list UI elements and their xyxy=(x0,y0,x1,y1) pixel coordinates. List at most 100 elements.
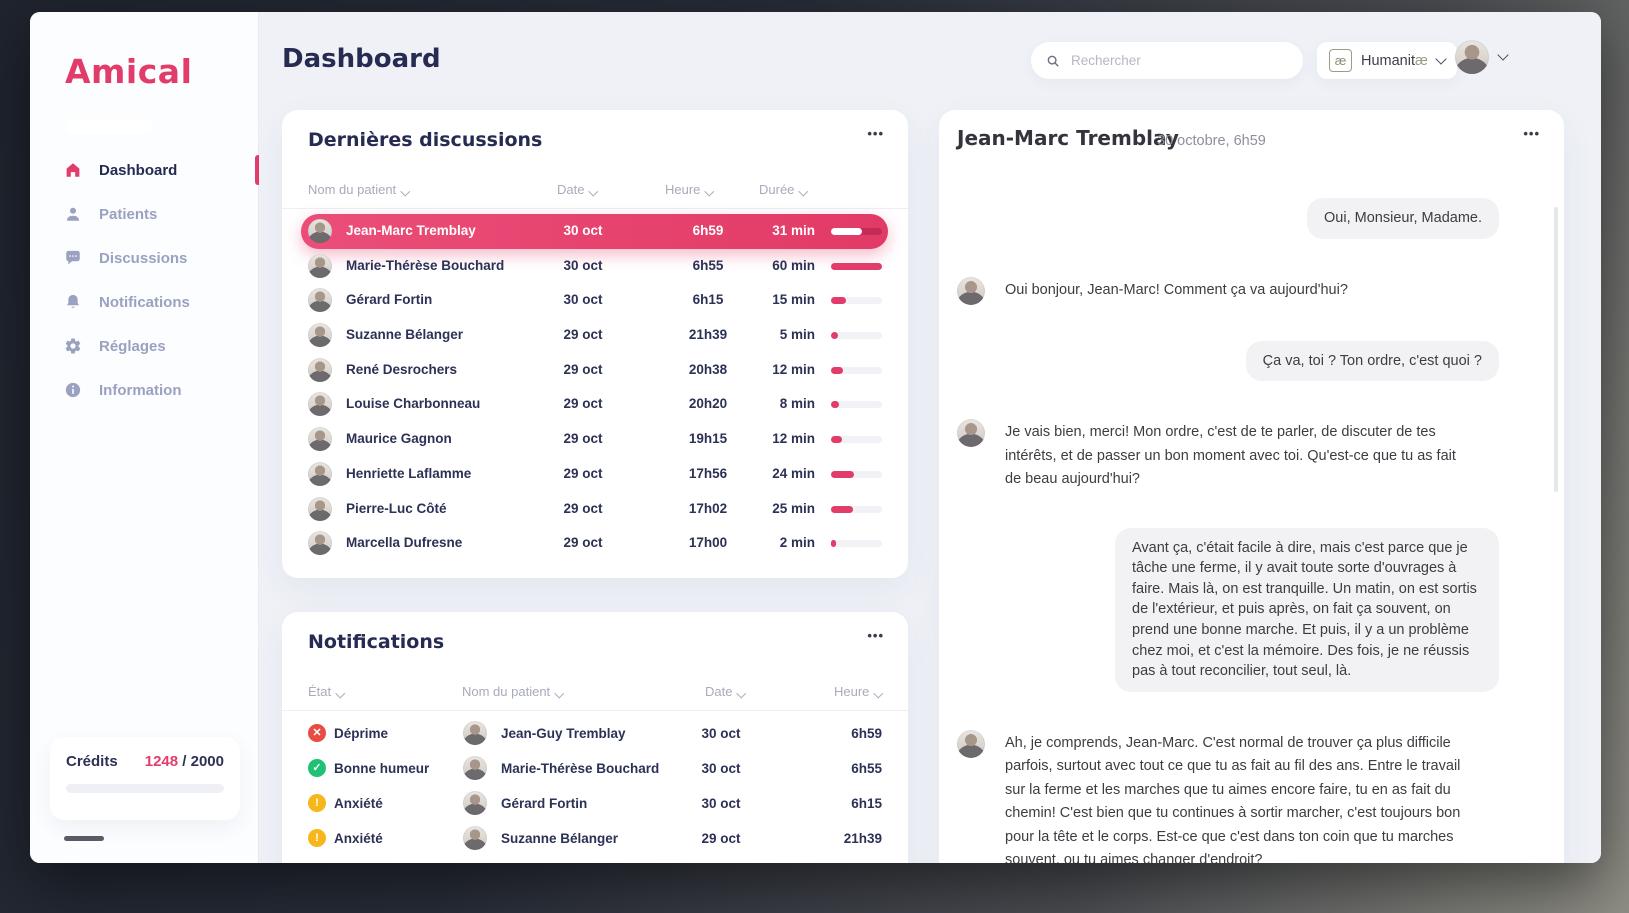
table-row[interactable]: ! Anxiété Suzanne Bélanger 29 oct 21h39 xyxy=(308,821,882,856)
chevron-down-icon xyxy=(400,186,411,196)
status-icon: ✕ xyxy=(308,724,326,742)
active-indicator xyxy=(255,155,259,185)
discussion-heure: 17h00 xyxy=(688,535,728,551)
table-row[interactable]: Henriette Laflamme 29 oct 17h56 24 min xyxy=(301,457,888,492)
clipped-element xyxy=(64,836,104,841)
sort-date[interactable]: Date xyxy=(557,182,599,197)
table-row[interactable]: ✓ Bonne humeur Marie-Thérèse Bouchard 30… xyxy=(308,751,882,786)
table-row[interactable]: Pierre-Luc Côté 29 oct 17h02 25 min xyxy=(301,492,888,527)
table-row[interactable]: Suzanne Bélanger 29 oct 21h39 5 min xyxy=(301,318,888,353)
patient-name: René Desrochers xyxy=(346,361,458,377)
table-row[interactable]: Jean-Marc Tremblay 30 oct 6h59 31 min xyxy=(301,214,888,249)
discussion-duree: 25 min xyxy=(772,500,815,516)
chevron-down-icon xyxy=(554,688,565,698)
table-row[interactable]: René Desrochers 29 oct 20h38 12 min xyxy=(301,353,888,388)
notification-heure: 21h39 xyxy=(843,831,882,846)
home-icon xyxy=(66,163,80,177)
notification-heure: 6h55 xyxy=(851,761,882,776)
notifications-rows: ✕ Déprime Jean-Guy Tremblay 30 oct 6h59 … xyxy=(308,716,882,856)
user-menu[interactable] xyxy=(1455,40,1509,74)
discussion-heure: 20h38 xyxy=(688,361,728,377)
avatar xyxy=(308,253,332,278)
discussion-heure: 21h39 xyxy=(688,327,728,343)
sidebar-item-label: Patients xyxy=(99,205,158,223)
discussions-title: Dernières discussions xyxy=(308,129,543,151)
sort-heure[interactable]: Heure xyxy=(665,182,715,197)
chat-datetime: 30 octobre, 6h59 xyxy=(1157,133,1266,149)
discussion-date: 29 oct xyxy=(563,500,603,516)
chevron-down-icon xyxy=(737,688,747,698)
notification-heure: 6h59 xyxy=(851,726,882,741)
avatar xyxy=(1455,40,1489,74)
notifications-title: Notifications xyxy=(308,631,445,653)
patient-name: Gérard Fortin xyxy=(346,292,433,308)
status-icon: ✓ xyxy=(308,759,326,777)
divider xyxy=(282,710,908,711)
table-row[interactable]: Gérard Fortin 30 oct 6h15 15 min xyxy=(301,283,888,318)
patient-name: Pierre-Luc Côté xyxy=(346,500,447,516)
status-icon: ! xyxy=(308,829,326,847)
sidebar-item-label: Notifications xyxy=(99,293,190,311)
table-row[interactable]: Maurice Gagnon 29 oct 19h15 12 min xyxy=(301,422,888,457)
search-input[interactable] xyxy=(1069,52,1288,69)
duration-bar xyxy=(831,366,882,374)
avatar xyxy=(308,219,332,243)
more-menu-icon[interactable]: ••• xyxy=(867,126,884,141)
sort-nom[interactable]: Nom du patient xyxy=(462,684,565,699)
chat-panel: Jean-Marc Tremblay 30 octobre, 6h59 ••• … xyxy=(939,110,1564,863)
chat-message: Oui, Monsieur, Madame. xyxy=(957,198,1499,239)
message-text: Je vais bien, merci! Mon ordre, c'est de… xyxy=(1005,424,1456,488)
discussion-duree: 8 min xyxy=(779,396,815,412)
more-menu-icon[interactable]: ••• xyxy=(867,628,884,643)
duration-bar-fill xyxy=(831,470,855,478)
sidebar-item[interactable]: Discussions xyxy=(30,236,258,280)
sidebar-item[interactable]: Notifications xyxy=(30,280,258,324)
sidebar-item[interactable]: Dashboard xyxy=(30,148,259,192)
sidebar-item[interactable]: Information xyxy=(30,368,258,412)
language-suffix: æ xyxy=(1415,52,1428,69)
table-row[interactable]: Louise Charbonneau 29 oct 20h20 8 min xyxy=(301,387,888,422)
sidebar-item[interactable]: Réglages xyxy=(30,324,258,368)
scrollbar[interactable] xyxy=(1554,207,1558,492)
chevron-down-icon xyxy=(1435,52,1447,65)
sort-nom[interactable]: Nom du patient xyxy=(308,182,411,197)
table-row[interactable]: Marcella Dufresne 29 oct 17h00 2 min xyxy=(301,526,888,561)
discussion-duree: 60 min xyxy=(772,257,815,273)
duration-bar-fill xyxy=(831,297,847,305)
table-row[interactable]: ✕ Déprime Jean-Guy Tremblay 30 oct 6h59 xyxy=(308,716,882,751)
duration-bar xyxy=(831,297,882,305)
sort-duree[interactable]: Durée xyxy=(759,182,809,197)
discussion-date: 30 oct xyxy=(563,292,603,308)
patient-name: Suzanne Bélanger xyxy=(346,327,464,343)
sidebar-placeholder xyxy=(65,120,153,134)
patient-name: Jean-Guy Tremblay xyxy=(501,726,626,741)
duration-bar xyxy=(831,262,882,270)
duration-bar-fill xyxy=(831,436,843,444)
discussions-header: Nom du patient Date Heure Durée xyxy=(308,182,882,200)
user-icon xyxy=(67,207,79,221)
table-row[interactable]: ! Anxiété Gérard Fortin 30 oct 6h15 xyxy=(308,786,882,821)
avatar xyxy=(308,531,332,556)
discussion-heure: 17h02 xyxy=(688,500,728,516)
language-selector[interactable]: æ Humanitæ xyxy=(1317,42,1457,79)
discussions-card: Dernières discussions ••• Nom du patient… xyxy=(282,110,908,578)
notification-date: 30 oct xyxy=(701,726,741,741)
avatar xyxy=(308,392,332,417)
more-menu-icon[interactable]: ••• xyxy=(1523,126,1540,141)
sort-heure[interactable]: Heure xyxy=(834,684,884,699)
sidebar-item[interactable]: Patients xyxy=(30,192,258,236)
discussion-duree: 24 min xyxy=(772,465,815,481)
app-logo: Amical xyxy=(65,52,193,91)
search-bar[interactable] xyxy=(1031,42,1303,79)
discussion-date: 29 oct xyxy=(563,431,603,447)
discussion-date: 29 oct xyxy=(563,465,603,481)
notification-date: 30 oct xyxy=(701,761,741,776)
duration-bar-fill xyxy=(831,262,882,270)
status-label: Déprime xyxy=(334,726,389,741)
chat-messages: Oui, Monsieur, Madame. Oui bonjour, Jean… xyxy=(957,198,1499,863)
table-row[interactable]: Marie-Thérèse Bouchard 30 oct 6h55 60 mi… xyxy=(301,249,888,284)
sort-etat[interactable]: État xyxy=(308,684,345,699)
message-text: Ah, je comprends, Jean-Marc. C'est norma… xyxy=(1005,734,1461,863)
sort-date[interactable]: Date xyxy=(705,684,747,699)
patient-name: Henriette Laflamme xyxy=(346,465,472,481)
